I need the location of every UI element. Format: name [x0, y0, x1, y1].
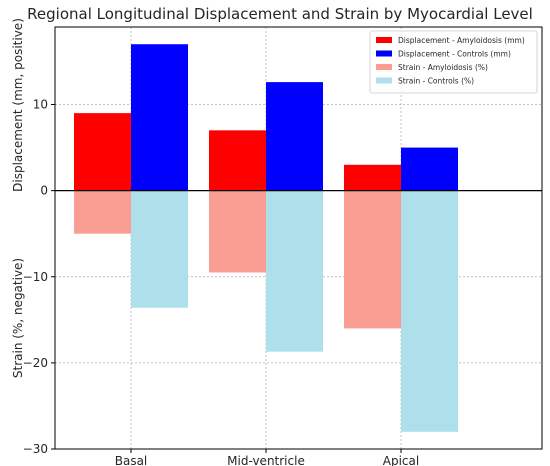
y-axis-ticks: −30 −20 −10 0 10: [23, 98, 55, 456]
y-axis-label-displacement: Displacement (mm, positive): [11, 18, 25, 192]
bars-group: [74, 44, 458, 432]
bar: [401, 147, 458, 191]
x-tick-label: Apical: [383, 454, 419, 466]
bar: [74, 190, 131, 234]
legend-label: Displacement - Controls (mm): [398, 50, 511, 59]
bar: [344, 190, 401, 329]
legend-label: Strain - Controls (%): [398, 77, 474, 86]
bar: [401, 190, 458, 432]
legend-swatch: [376, 77, 392, 84]
bar: [74, 113, 131, 191]
legend-swatch: [376, 50, 392, 57]
x-axis-ticks: Basal Mid-ventricle Apical: [115, 449, 419, 466]
y-tick-label: −30: [23, 442, 48, 456]
y-tick-label: −20: [23, 356, 48, 370]
bar: [209, 190, 266, 273]
x-tick-label: Mid-ventricle: [227, 454, 305, 466]
plot-frame: [54, 26, 543, 450]
bar: [266, 82, 323, 191]
y-tick-label: −10: [23, 270, 48, 284]
bar: [266, 190, 323, 352]
bar: [209, 130, 266, 191]
y-axis-label-strain: Strain (%, negative): [11, 258, 25, 378]
legend-box: [369, 30, 538, 94]
y-tick-label: 10: [33, 98, 48, 112]
bar: [344, 164, 401, 191]
legend: Displacement - Amyloidosis (mm) Displacem…: [369, 30, 538, 94]
legend-label: Strain - Amyloidosis (%): [398, 63, 488, 72]
bar: [131, 44, 188, 191]
x-tick-label: Basal: [115, 454, 148, 466]
legend-label: Displacement - Amyloidosis (mm): [398, 36, 525, 45]
bar: [131, 190, 188, 308]
legend-swatch: [376, 37, 392, 43]
chart-title: Regional Longitudinal Displacement and S…: [27, 5, 533, 23]
legend-swatch: [376, 64, 392, 70]
y-tick-label: 0: [40, 184, 48, 198]
